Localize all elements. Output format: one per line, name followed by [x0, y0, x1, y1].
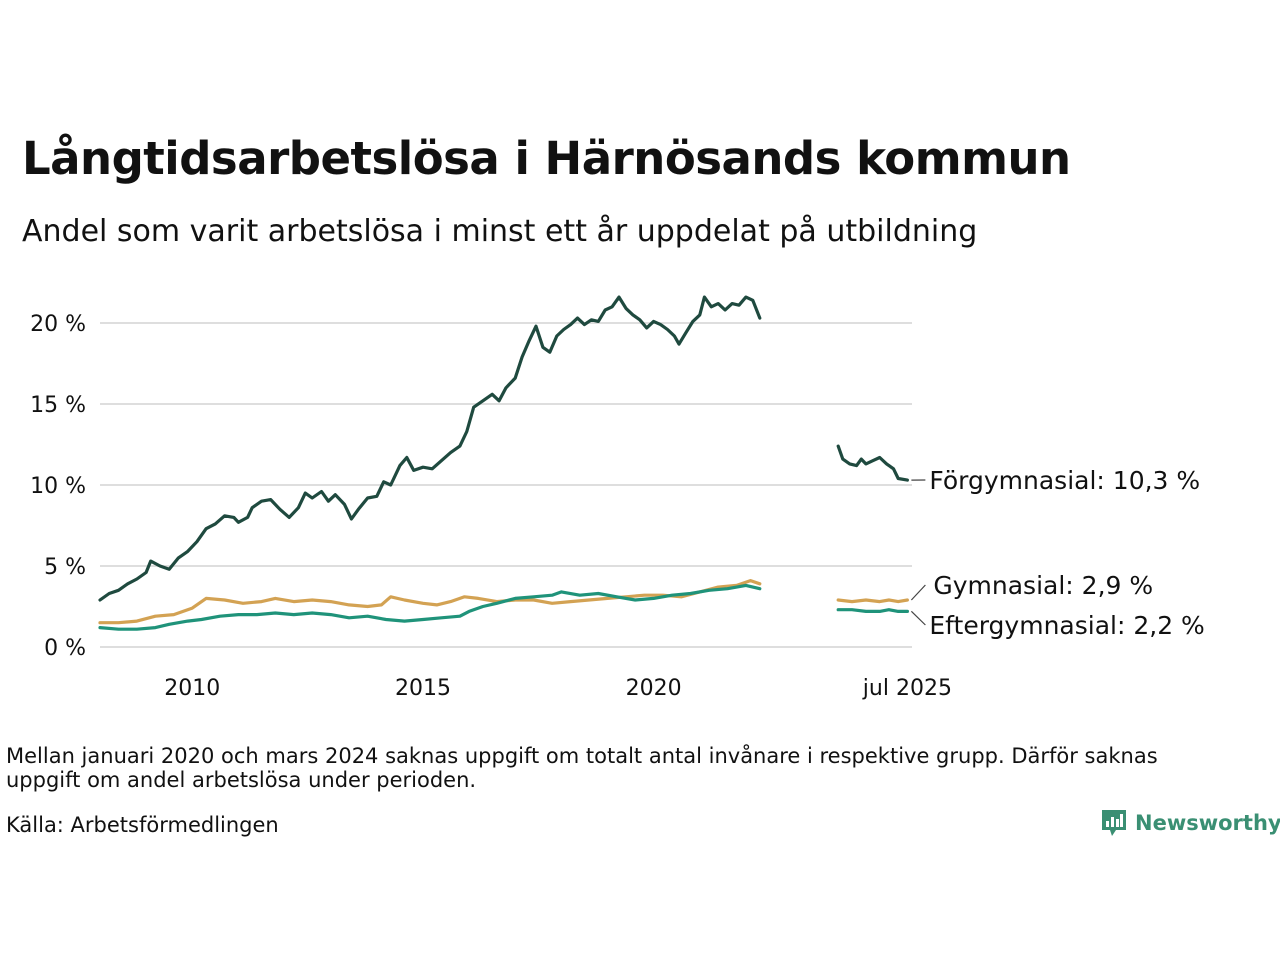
series-line-eftergymnasial [836, 608, 909, 613]
chart-subtitle: Andel som varit arbetslösa i minst ett å… [22, 214, 978, 249]
series-line-gymnasial [98, 579, 762, 625]
x-tick-label: 2010 [164, 676, 220, 701]
y-tick-label: 5 % [44, 555, 86, 580]
y-tick-label: 10 % [30, 474, 86, 499]
series-label-gymnasial: Gymnasial: 2,9 % [933, 571, 1153, 600]
series-line-gymnasial [836, 598, 909, 604]
brand-name: Newsworthy [1135, 811, 1280, 835]
y-tick-label: 0 % [44, 636, 86, 661]
y-axis-ticks: 0 % 5 % 10 % 15 % 20 % [30, 312, 86, 661]
leader-line [910, 584, 926, 601]
series-line-förgymnasial [836, 444, 909, 482]
y-tick-label: 15 % [30, 393, 86, 418]
chart-title: Långtidsarbetslösa i Härnösands kommun [22, 132, 1071, 185]
x-tick-label: 2015 [395, 676, 451, 701]
series-line-eftergymnasial [98, 583, 762, 631]
footnote: Mellan januari 2020 och mars 2024 saknas… [6, 744, 1158, 792]
brand-logo: Newsworthy [1100, 808, 1280, 838]
x-tick-label: 2020 [626, 676, 682, 701]
x-axis-ticks: 2010 2015 2020 jul 2025 [164, 676, 952, 701]
y-tick-label: 20 % [30, 312, 86, 337]
series-label-förgymnasial: Förgymnasial: 10,3 % [929, 466, 1200, 495]
leader-line [910, 610, 926, 626]
source-text: Källa: Arbetsförmedlingen [6, 813, 279, 837]
grid-lines [100, 322, 912, 648]
series-label-eftergymnasial: Eftergymnasial: 2,2 % [929, 611, 1204, 640]
series-end-labels: Förgymnasial: 10,3 % Gymnasial: 2,9 % Efte… [910, 466, 1205, 640]
newsworthy-logo-icon [1102, 810, 1126, 836]
series-line-förgymnasial [98, 295, 762, 602]
line-chart: 0 %5 %10 %15 %20 % 2010 2015 2020 jul 2025 … [30, 295, 1205, 701]
x-tick-label: jul 2025 [862, 676, 952, 701]
series-lines [98, 295, 909, 631]
